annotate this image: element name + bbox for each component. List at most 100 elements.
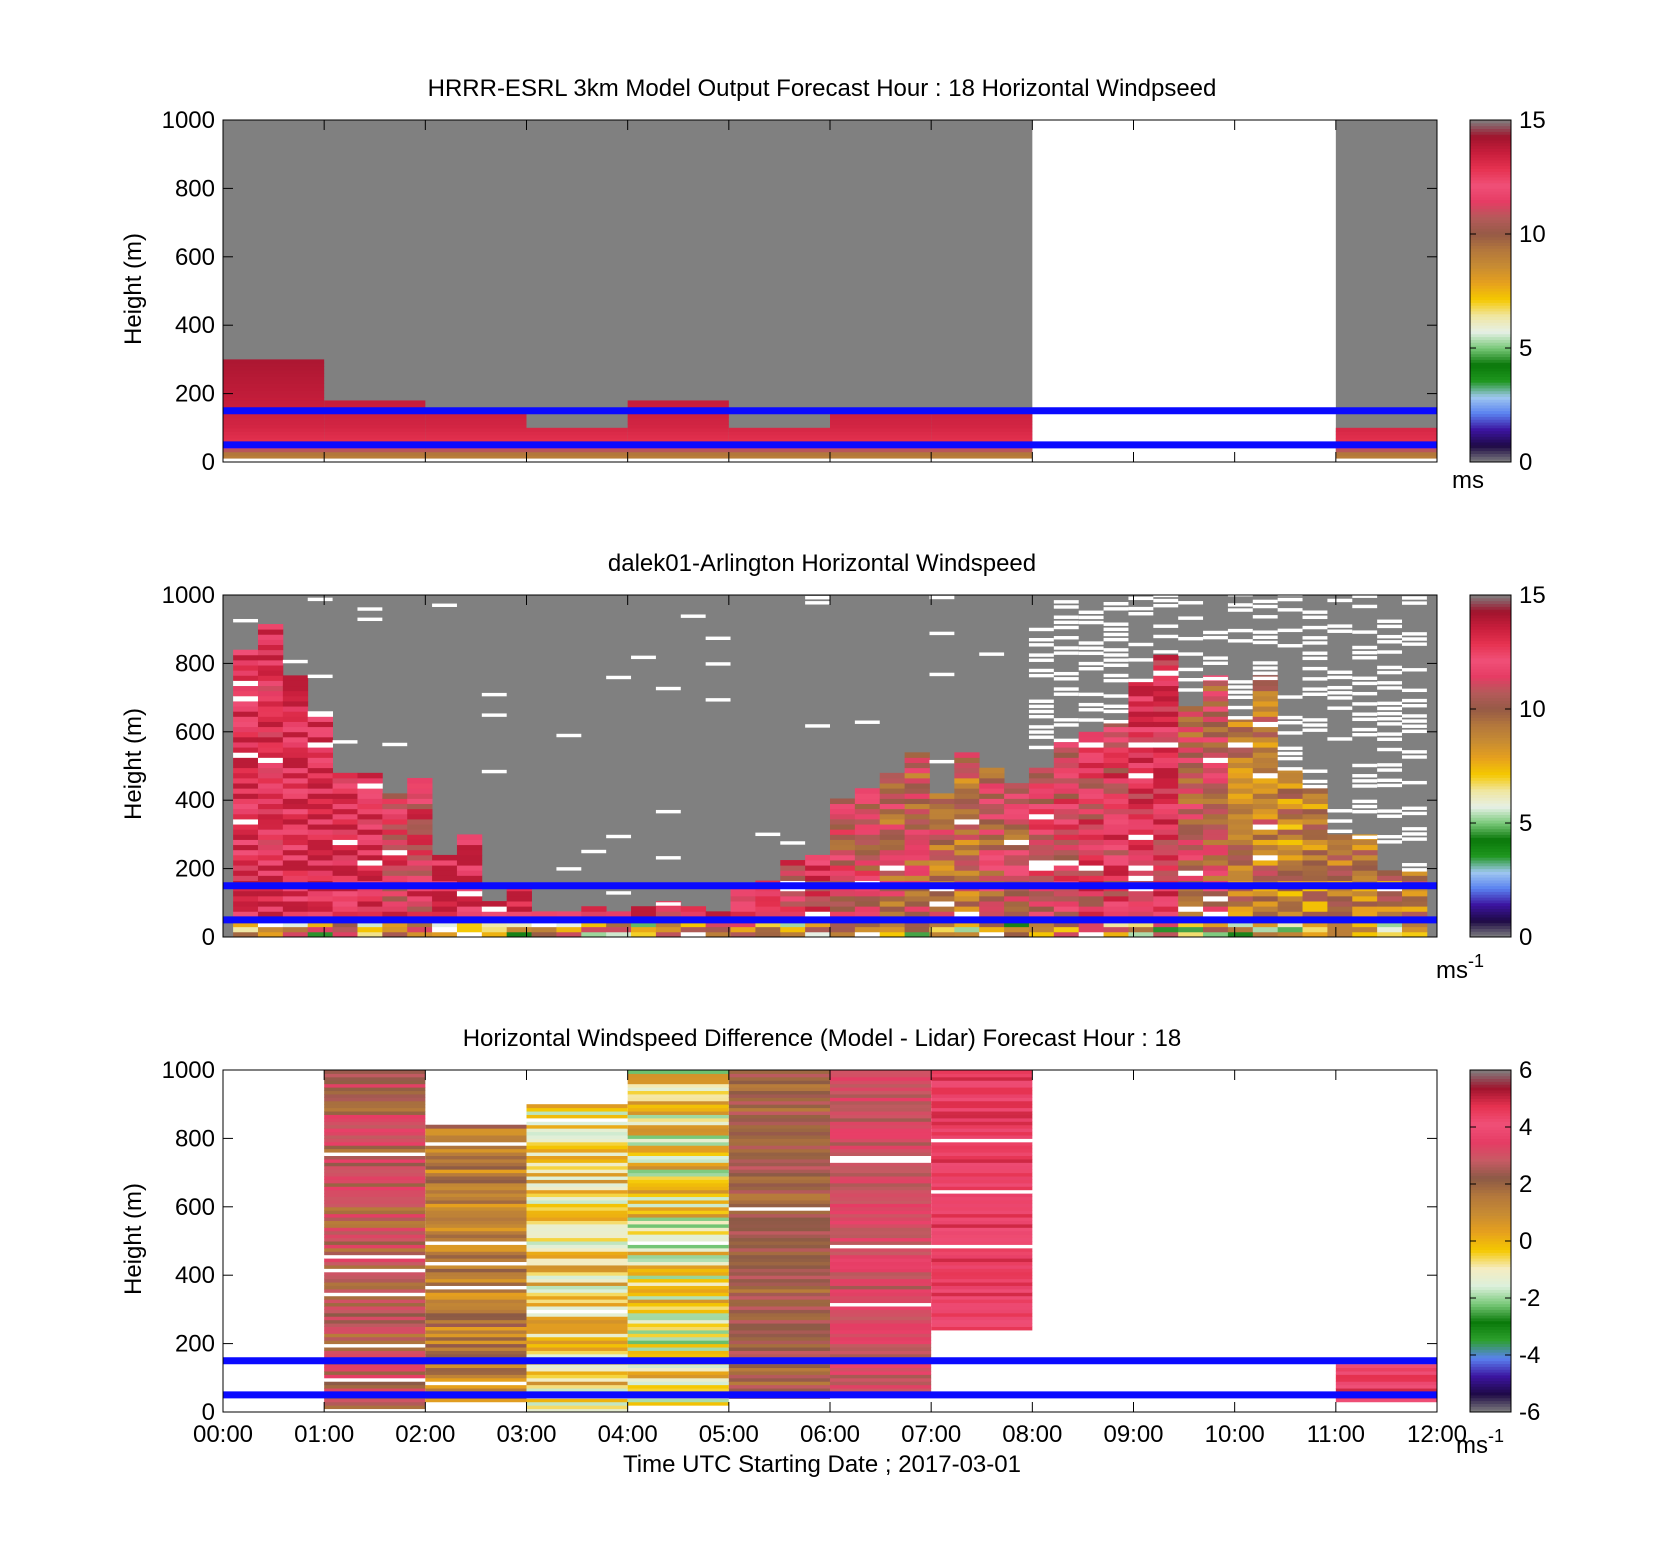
lidar-cell bbox=[1004, 844, 1030, 851]
lidar-cell bbox=[332, 865, 358, 871]
lidar-cell bbox=[432, 926, 458, 933]
lidar-cell bbox=[1203, 870, 1229, 876]
diff-cell bbox=[526, 1186, 628, 1191]
lidar-cell bbox=[1128, 788, 1154, 794]
colorbar-segment bbox=[1470, 1241, 1511, 1245]
lidar-cell bbox=[1053, 788, 1080, 794]
colorbar-segment bbox=[1470, 800, 1511, 804]
lidar-cell bbox=[904, 839, 930, 846]
colorbar-segment bbox=[1470, 734, 1511, 738]
lidar-missing-cell bbox=[1302, 723, 1328, 727]
lidar-cell bbox=[904, 808, 930, 815]
lidar-cell bbox=[1028, 875, 1055, 881]
lidar-cell bbox=[1203, 731, 1229, 738]
lidar-cell bbox=[1252, 772, 1279, 779]
diff-cell bbox=[526, 1203, 628, 1208]
diff-cell bbox=[830, 1295, 932, 1300]
colorbar-segment bbox=[1470, 1346, 1511, 1350]
model-surface-cell bbox=[931, 458, 1033, 462]
diff-cell bbox=[627, 1353, 729, 1358]
diff-cell bbox=[324, 1206, 426, 1211]
panel-model: HRRR-ESRL 3km Model Output Forecast Hour… bbox=[120, 75, 1546, 494]
lidar-cell bbox=[879, 813, 906, 820]
diff-cell bbox=[526, 1264, 628, 1269]
lidar-cell bbox=[1078, 736, 1104, 743]
lidar-missing-cell bbox=[1153, 650, 1179, 654]
lidar-cell bbox=[1252, 813, 1279, 820]
lidar-cell bbox=[357, 906, 383, 912]
model-cell bbox=[830, 414, 932, 419]
lidar-missing-cell bbox=[1402, 719, 1427, 723]
diff-cell bbox=[526, 1364, 628, 1369]
diff-cell bbox=[526, 1319, 628, 1324]
colorbar-tick-label: 4 bbox=[1519, 1114, 1532, 1141]
diff-cell bbox=[931, 1244, 1033, 1249]
lidar-cell bbox=[257, 675, 284, 681]
lidar-cell bbox=[1028, 911, 1055, 917]
diff-cell bbox=[830, 1179, 932, 1184]
lidar-cell bbox=[1352, 890, 1378, 897]
lidar-cell bbox=[307, 819, 333, 825]
lidar-cell bbox=[282, 772, 309, 779]
diff-cell bbox=[931, 1111, 1033, 1115]
lidar-cell bbox=[1004, 813, 1030, 820]
lidar-cell bbox=[1153, 762, 1179, 769]
diff-cell bbox=[627, 1316, 729, 1321]
lidar-cell bbox=[307, 808, 333, 815]
lidar-cell bbox=[904, 752, 930, 758]
lidar-cell bbox=[904, 777, 930, 784]
lidar-cell bbox=[954, 875, 980, 881]
diff-cell bbox=[931, 1268, 1033, 1273]
lidar-missing-cell bbox=[1028, 730, 1054, 734]
lidar-cell bbox=[879, 819, 906, 825]
lidar-cell bbox=[1053, 757, 1080, 763]
lidar-cell bbox=[1302, 895, 1328, 902]
diff-cell bbox=[526, 1353, 628, 1358]
lidar-cell bbox=[506, 911, 532, 917]
colorbar-segment bbox=[1470, 336, 1511, 340]
lidar-cell bbox=[1227, 844, 1254, 851]
lidar-cell bbox=[332, 798, 358, 805]
colorbar-segment bbox=[1470, 1135, 1511, 1139]
x-tick-label: 09:00 bbox=[1103, 1421, 1163, 1448]
lidar-missing-cell bbox=[1352, 733, 1378, 737]
lidar-missing-cell bbox=[1352, 650, 1378, 655]
lidar-cell bbox=[307, 742, 333, 748]
model-cell bbox=[830, 438, 932, 442]
diff-cell bbox=[526, 1138, 628, 1143]
colorbar-segment bbox=[1470, 845, 1511, 850]
diff-cell bbox=[931, 1087, 1033, 1092]
diff-cell bbox=[324, 1251, 426, 1256]
diff-cell bbox=[830, 1282, 932, 1286]
colorbar-segment bbox=[1470, 1155, 1511, 1159]
lidar-missing-cell bbox=[1103, 607, 1129, 611]
lidar-cell bbox=[531, 911, 557, 917]
lidar-cell bbox=[1078, 742, 1104, 748]
lidar-missing-cell bbox=[1377, 835, 1403, 839]
lidar-cell bbox=[1128, 824, 1154, 830]
colorbar-segment bbox=[1470, 1201, 1511, 1205]
diff-cell bbox=[830, 1384, 932, 1389]
lidar-missing-cell bbox=[1327, 809, 1353, 813]
diff-cell bbox=[728, 1261, 830, 1266]
diff-cell bbox=[728, 1326, 830, 1331]
diff-cell bbox=[931, 1251, 1033, 1256]
lidar-cell bbox=[854, 849, 881, 856]
lidar-cell bbox=[233, 895, 259, 902]
lidar-cell bbox=[904, 803, 930, 810]
lidar-cell bbox=[456, 865, 483, 871]
diff-cell bbox=[526, 1292, 628, 1297]
lidar-cell bbox=[755, 890, 781, 897]
diff-cell bbox=[728, 1155, 830, 1160]
lidar-cell bbox=[1004, 906, 1030, 912]
lidar-cell bbox=[456, 895, 483, 902]
diff-cell bbox=[324, 1213, 426, 1218]
colorbar-segment bbox=[1470, 640, 1511, 644]
lidar-cell bbox=[1153, 690, 1179, 697]
lidar-cell bbox=[1277, 911, 1303, 917]
diff-cell bbox=[830, 1152, 932, 1156]
diff-cell bbox=[425, 1141, 527, 1146]
panel-lidar: dalek01-Arlington Horizontal Windspeed H… bbox=[120, 550, 1546, 984]
diff-cell bbox=[425, 1206, 527, 1211]
lidar-cell bbox=[854, 865, 881, 871]
